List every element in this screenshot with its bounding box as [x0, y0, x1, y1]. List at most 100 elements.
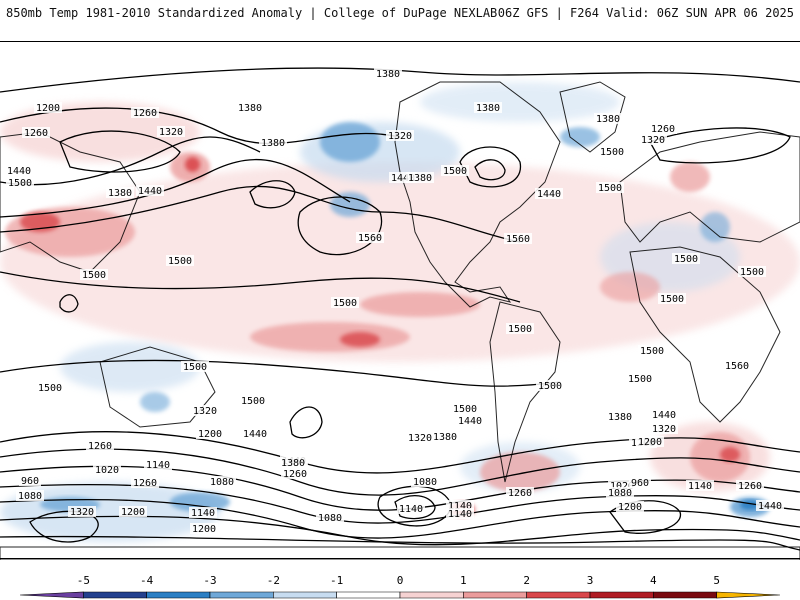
contour-label: 1320 [408, 433, 432, 444]
colorbar-swatch [146, 591, 211, 599]
contour-label-bg [189, 507, 217, 518]
contour-label-bg [34, 102, 62, 113]
colorbar-swatches [19, 591, 781, 599]
contour-label-bg [451, 403, 479, 414]
contour-label-bg [606, 487, 634, 498]
contour-label-bg [639, 134, 667, 145]
contour-label-bg [106, 187, 134, 198]
contour-label-bg [626, 373, 654, 384]
contour-label: 1080 [18, 491, 42, 502]
colorbar-swatch [526, 591, 591, 599]
contour-label-bg [131, 477, 159, 488]
contour-label: 1200 [192, 524, 216, 535]
contour-label-bg [356, 232, 384, 243]
contour-label: 1440 [138, 186, 162, 197]
contour-label-bg [19, 475, 41, 486]
contour-label: 1500 [183, 362, 207, 373]
contour-label: 1380 [376, 69, 400, 80]
contour-label-bg [241, 428, 269, 439]
contour-label-bg [596, 182, 624, 193]
contour-label-bg [456, 415, 484, 426]
contour-label: 1500 [508, 324, 532, 335]
contour-label-bg [606, 411, 634, 422]
contour-label-bg [279, 457, 307, 468]
contour-label-bg [93, 464, 121, 475]
contour-label-bg [119, 506, 147, 517]
contour-label-bg [650, 423, 678, 434]
contour-label: 1500 [640, 346, 664, 357]
contour-label-bg [196, 428, 224, 439]
contour-label: 1560 [506, 234, 530, 245]
contour-label-bg [374, 68, 402, 79]
contour-label: 1500 [82, 270, 106, 281]
contour-label-bg [504, 233, 532, 244]
contour-label: 1440 [391, 173, 415, 184]
map-title: 850mb Temp 1981-2010 Standardized Anomal… [6, 6, 498, 20]
contour-label: 960 [21, 476, 39, 487]
map-panel: 1380 1200 1260 1260 1320 1380 1380 1380 1320 1380… [0, 41, 800, 560]
contour-label-bg [259, 137, 287, 148]
contour-label: 1380 [408, 173, 432, 184]
contour-label-bg [506, 487, 534, 498]
contour-label: 1440 [652, 410, 676, 421]
contour-label-bg [636, 436, 664, 447]
contour-label: 1440 [537, 189, 561, 200]
contour-label-bg [431, 431, 459, 442]
contour-label: 1500 [443, 166, 467, 177]
contour-label: 1320 [641, 135, 665, 146]
contour-label-bg [5, 165, 33, 176]
contour-label: 1320 [388, 131, 412, 142]
contour-label: 1380 [596, 114, 620, 125]
colorbar-swatch [336, 591, 401, 599]
colorbar-swatch [716, 591, 781, 599]
contour-label-bg [649, 123, 677, 134]
colorbar-tick-label: -5 [77, 574, 90, 587]
contour-label: 1260 [738, 481, 762, 492]
contour-label-bg [136, 185, 164, 196]
contour-label: 1440 [7, 166, 31, 177]
contour-label: 1440 [458, 416, 482, 427]
contour-label-bg [191, 405, 219, 416]
contour-label-bg [616, 501, 644, 512]
contour-label: 1320 [159, 127, 183, 138]
contour-label: 1380 [238, 103, 262, 114]
contour-label: 1500 [598, 183, 622, 194]
contour-label: 1200 [638, 437, 662, 448]
contour-label-bg [594, 113, 622, 124]
colorbar-swatch [653, 591, 717, 599]
contour-label-bg [406, 432, 434, 443]
colorbar-tick-label: 1 [460, 574, 467, 587]
contour-label-bg [756, 500, 784, 511]
contour-label-bg [446, 500, 474, 511]
colorbar-tick-label: 0 [397, 574, 404, 587]
contour-label: 1500 [38, 383, 62, 394]
contour-label: 1380 [261, 138, 285, 149]
colorbar: -5 -4 -3 -2 -1 0 1 2 3 4 5 [19, 574, 781, 599]
contour-label-bg [686, 480, 714, 491]
colorbar-swatch [589, 591, 654, 599]
contour-label: 1260 [508, 488, 532, 499]
contour-label-bg [239, 395, 267, 406]
contour-label-bg [672, 253, 700, 264]
contour-label-bg [144, 459, 172, 470]
contour-label: 1260 [283, 469, 307, 480]
contour-label: 1380 [108, 188, 132, 199]
contour-label: 1020 [95, 465, 119, 476]
contour-label: 1140 [448, 509, 472, 520]
contour-label: 1140 [399, 504, 423, 515]
colorbar-tick-label: 4 [650, 574, 657, 587]
contour-label-bg [397, 503, 425, 514]
model-run-info: 06Z GFS | F264 Valid: 06Z SUN APR 06 202… [497, 6, 794, 20]
contour-label: 1260 [651, 124, 675, 135]
contour-label: 1560 [358, 233, 382, 244]
contour-label: 1080 [210, 477, 234, 488]
colorbar-ticks: -5 -4 -3 -2 -1 0 1 2 3 4 5 [77, 574, 720, 587]
colorbar-tick-label: -1 [330, 574, 343, 587]
contour-label: 1140 [146, 460, 170, 471]
colorbar-tick-label: 2 [523, 574, 530, 587]
contour-label: 1260 [88, 441, 112, 452]
contour-label: 1020 [610, 481, 634, 492]
contour-label: 1500 [674, 254, 698, 265]
contour-label: 1500 [660, 294, 684, 305]
